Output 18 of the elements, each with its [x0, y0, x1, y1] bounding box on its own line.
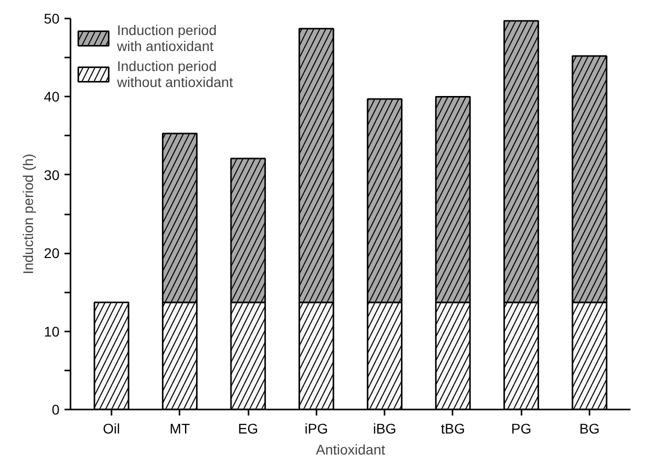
x-tick-label: Oil	[102, 420, 120, 436]
x-tick-label: tBG	[440, 420, 466, 436]
y-tick-label: 30	[44, 166, 60, 183]
x-tick-label: PG	[511, 420, 532, 436]
y-tick-label: 10	[44, 323, 60, 340]
y-tick-label: 40	[44, 88, 60, 105]
x-tick-label: iPG	[304, 420, 328, 436]
x-tick-label: iBG	[372, 420, 396, 436]
x-axis-title: Antioxidant	[316, 442, 386, 458]
legend-label: Induction period without antioxidant	[117, 58, 233, 90]
y-tick-label: 50	[44, 10, 60, 26]
x-tick-label: BG	[579, 420, 600, 436]
legend-label: Induction period with antioxidant	[117, 22, 217, 54]
x-tick-label: MT	[170, 420, 190, 436]
x-tick-label: EG	[238, 420, 258, 436]
y-tick-label: 0	[52, 402, 60, 418]
y-axis-title: Induction period (h)	[20, 154, 36, 274]
y-tick-label: 20	[44, 245, 60, 262]
